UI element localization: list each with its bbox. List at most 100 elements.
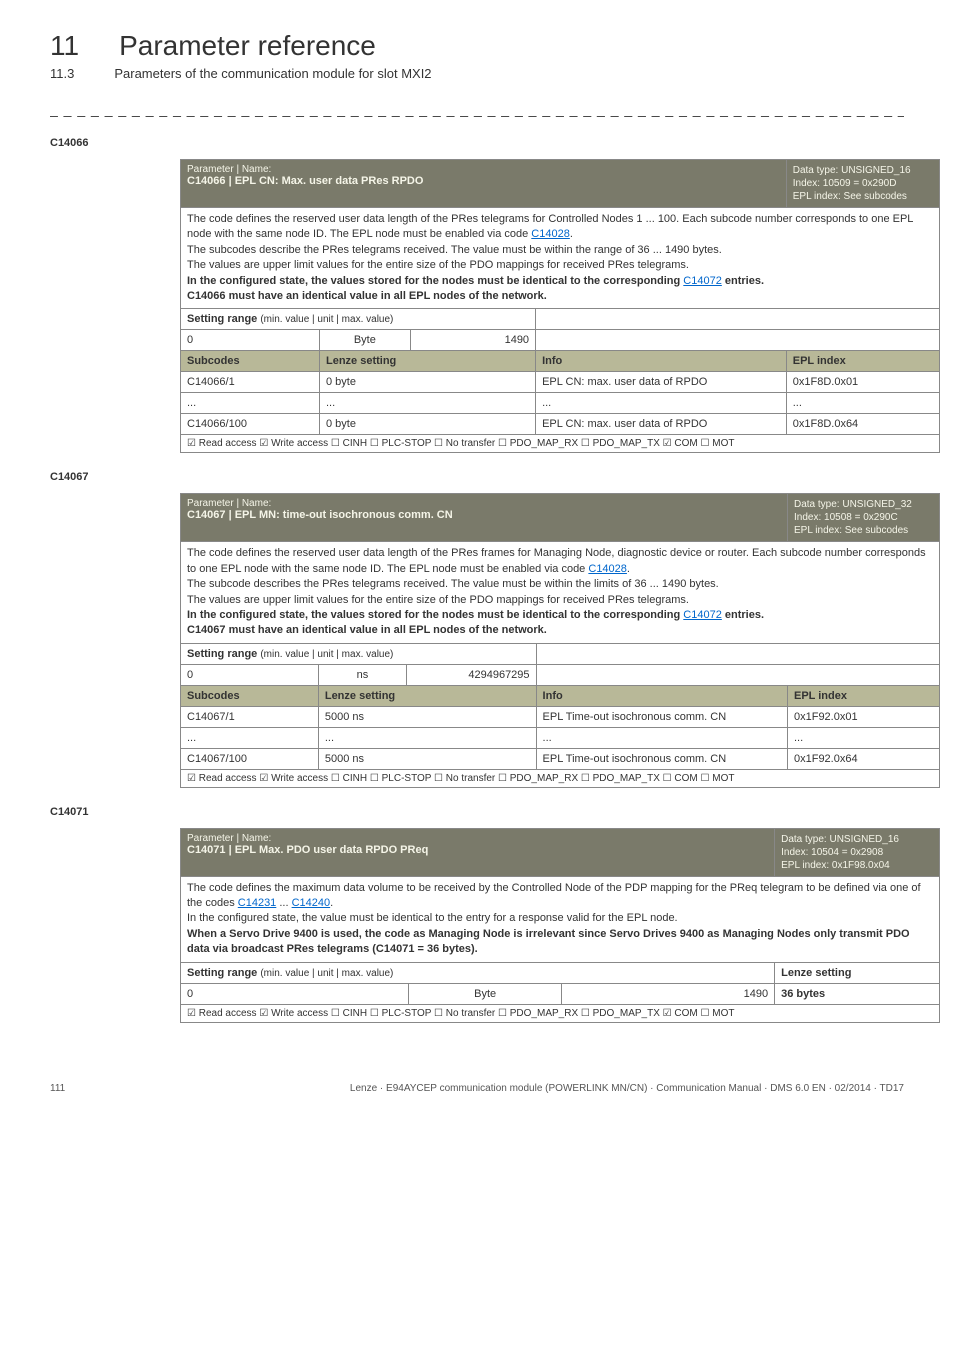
param-name-label: Parameter | Name: [187, 498, 781, 509]
access-row: ☑ Read access ☑ Write access ☐ CINH ☐ PL… [181, 435, 940, 453]
setting-range-header-row: Setting range (min. value | unit | max. … [181, 962, 940, 983]
desc-text: ... [276, 897, 291, 909]
sr-empty [536, 664, 939, 685]
epl-cell: 0x1F92.0x01 [787, 706, 939, 727]
setting-range-empty [536, 309, 940, 330]
subcodes-header-row: Subcodes Lenze setting Info EPL index [181, 351, 940, 372]
sr-max: 1490 [561, 983, 774, 1004]
desc-text: In the configured state, the values stor… [187, 609, 683, 621]
lenze-header: Lenze setting [318, 685, 536, 706]
param-eplindex: EPL index: See subcodes [794, 524, 933, 537]
table-row: C14067/1 5000 ns EPL Time-out isochronou… [181, 706, 940, 727]
sr-empty [536, 330, 940, 351]
param-meta-cell: Data type: UNSIGNED_32 Index: 10508 = 0x… [787, 494, 939, 542]
param-desc-cell: The code defines the reserved user data … [181, 208, 940, 309]
subcode-cell: C14067/1 [181, 706, 319, 727]
lenze-cell: 5000 ns [318, 748, 536, 769]
desc-text: The code defines the reserved user data … [187, 547, 926, 574]
info-header: Info [536, 685, 787, 706]
param-table-c14066: Parameter | Name: C14066 | EPL CN: Max. … [180, 159, 940, 453]
setting-range-label: Setting range [187, 313, 260, 325]
info-cell: EPL Time-out isochronous comm. CN [536, 706, 787, 727]
epl-cell: ... [786, 393, 939, 414]
param-datatype: Data type: UNSIGNED_32 [794, 498, 933, 511]
link-c14240[interactable]: C14240 [292, 897, 331, 909]
param-header-row: Parameter | Name: C14071 | EPL Max. PDO … [181, 828, 940, 876]
param-code-heading: C14071 [50, 806, 904, 818]
param-name-label: Parameter | Name: [187, 833, 768, 844]
lenze-value: 36 bytes [775, 983, 940, 1004]
param-meta-cell: Data type: UNSIGNED_16 Index: 10504 = 0x… [775, 828, 940, 876]
param-datatype: Data type: UNSIGNED_16 [793, 164, 933, 177]
subcode-cell: C14067/100 [181, 748, 319, 769]
table-row: C14066/100 0 byte EPL CN: max. user data… [181, 414, 940, 435]
subcode-cell: ... [181, 393, 320, 414]
epl-cell: 0x1F8D.0x64 [786, 414, 939, 435]
info-cell: EPL CN: max. user data of RPDO [536, 414, 787, 435]
table-row: C14067/100 5000 ns EPL Time-out isochron… [181, 748, 940, 769]
link-c14231[interactable]: C14231 [238, 897, 277, 909]
link-c14028[interactable]: C14028 [531, 228, 570, 240]
setting-range-label: Setting range [187, 967, 260, 979]
epl-header: EPL index [786, 351, 939, 372]
desc-text: entries. [722, 609, 764, 621]
setting-range-sub: (min. value | unit | max. value) [260, 649, 393, 660]
epl-header: EPL index [787, 685, 939, 706]
param-name-cell: Parameter | Name: C14067 | EPL MN: time-… [181, 494, 788, 542]
sr-max: 1490 [410, 330, 535, 351]
desc-text: . [330, 897, 333, 909]
param-desc-row: The code defines the maximum data volume… [181, 876, 940, 962]
param-name-value: C14067 | EPL MN: time-out isochronous co… [187, 509, 781, 521]
lenze-cell: 5000 ns [318, 706, 536, 727]
sr-min: 0 [181, 664, 319, 685]
chapter-title: Parameter reference [119, 30, 376, 62]
setting-range-values-row: 0 Byte 1490 [181, 330, 940, 351]
link-c14072[interactable]: C14072 [683, 275, 722, 287]
param-table-c14067: Parameter | Name: C14067 | EPL MN: time-… [180, 493, 940, 787]
setting-range-sub: (min. value | unit | max. value) [260, 968, 393, 979]
table-row: C14066/1 0 byte EPL CN: max. user data o… [181, 372, 940, 393]
desc-text: The subcodes describe the PRes telegrams… [187, 244, 722, 256]
desc-text: When a Servo Drive 9400 is used, the cod… [187, 928, 910, 955]
setting-range-empty [536, 643, 939, 664]
setting-range-label: Setting range [187, 648, 260, 660]
desc-text: C14067 must have an identical value in a… [187, 624, 547, 636]
access-row: ☑ Read access ☑ Write access ☐ CINH ☐ PL… [181, 1004, 940, 1022]
info-cell: ... [536, 393, 787, 414]
param-desc-row: The code defines the reserved user data … [181, 208, 940, 309]
subcode-cell: ... [181, 727, 319, 748]
subcodes-header: Subcodes [181, 685, 319, 706]
lenze-cell: 0 byte [319, 414, 535, 435]
subcode-cell: C14066/1 [181, 372, 320, 393]
page-header: 11 Parameter reference 11.3 Parameters o… [50, 30, 904, 81]
setting-range-sub: (min. value | unit | max. value) [260, 314, 393, 325]
param-index: Index: 10508 = 0x290C [794, 511, 933, 524]
lenze-setting-header: Lenze setting [775, 962, 940, 983]
desc-text: In the configured state, the values stor… [187, 275, 683, 287]
info-cell: EPL CN: max. user data of RPDO [536, 372, 787, 393]
param-name-cell: Parameter | Name: C14066 | EPL CN: Max. … [181, 160, 787, 208]
chapter-line: 11 Parameter reference [50, 30, 904, 62]
setting-range-label-cell: Setting range (min. value | unit | max. … [181, 643, 537, 664]
lenze-setting-label: Lenze setting [781, 967, 851, 979]
footer-text: Lenze · E94AYCEP communication module (P… [350, 1083, 904, 1094]
param-desc-cell: The code defines the reserved user data … [181, 542, 940, 643]
setting-range-label-cell: Setting range (min. value | unit | max. … [181, 309, 536, 330]
subcodes-header: Subcodes [181, 351, 320, 372]
page-footer: 111 Lenze · E94AYCEP communication modul… [50, 1083, 904, 1094]
param-eplindex: EPL index: See subcodes [793, 190, 933, 203]
lenze-cell: ... [318, 727, 536, 748]
param-eplindex: EPL index: 0x1F98.0x04 [781, 859, 933, 872]
subcodes-header-row: Subcodes Lenze setting Info EPL index [181, 685, 940, 706]
chapter-number: 11 [50, 30, 79, 62]
link-c14028[interactable]: C14028 [588, 563, 627, 575]
link-c14072[interactable]: C14072 [683, 609, 722, 621]
access-flags: ☑ Read access ☑ Write access ☐ CINH ☐ PL… [181, 435, 940, 453]
info-cell: EPL Time-out isochronous comm. CN [536, 748, 787, 769]
sr-unit: ns [318, 664, 406, 685]
setting-range-header-row: Setting range (min. value | unit | max. … [181, 643, 940, 664]
sr-unit: Byte [319, 330, 410, 351]
setting-range-values-row: 0 Byte 1490 36 bytes [181, 983, 940, 1004]
access-flags: ☑ Read access ☑ Write access ☐ CINH ☐ PL… [181, 769, 940, 787]
lenze-value-text: 36 bytes [781, 988, 825, 1000]
